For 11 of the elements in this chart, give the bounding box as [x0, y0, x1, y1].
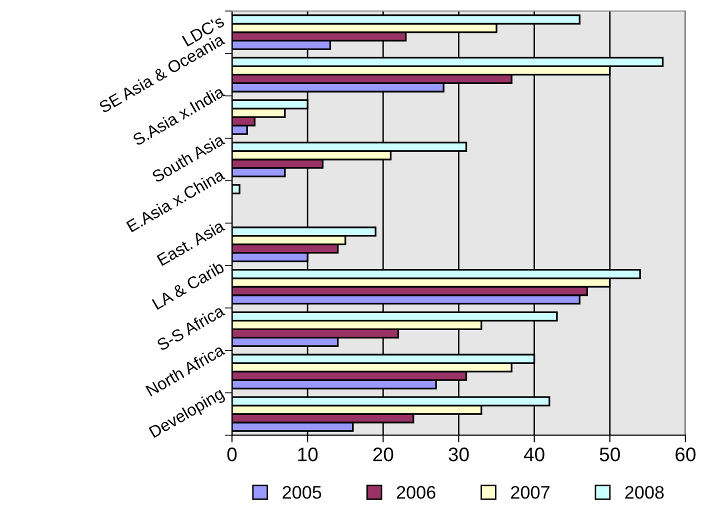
legend-label: 2008	[625, 486, 664, 499]
legend-label: 2007	[511, 486, 550, 499]
x-tick-label: 0	[227, 448, 237, 462]
x-tick-label: 10	[298, 448, 318, 462]
x-tick-label: 50	[600, 448, 620, 462]
legend-label: 2006	[396, 486, 436, 499]
legend-label: 2005	[282, 486, 322, 499]
x-tick-label: 40	[524, 448, 544, 462]
x-tick-label: 30	[448, 448, 469, 462]
x-tick-label: 60	[676, 448, 696, 462]
x-tick-label: 20	[373, 448, 394, 462]
